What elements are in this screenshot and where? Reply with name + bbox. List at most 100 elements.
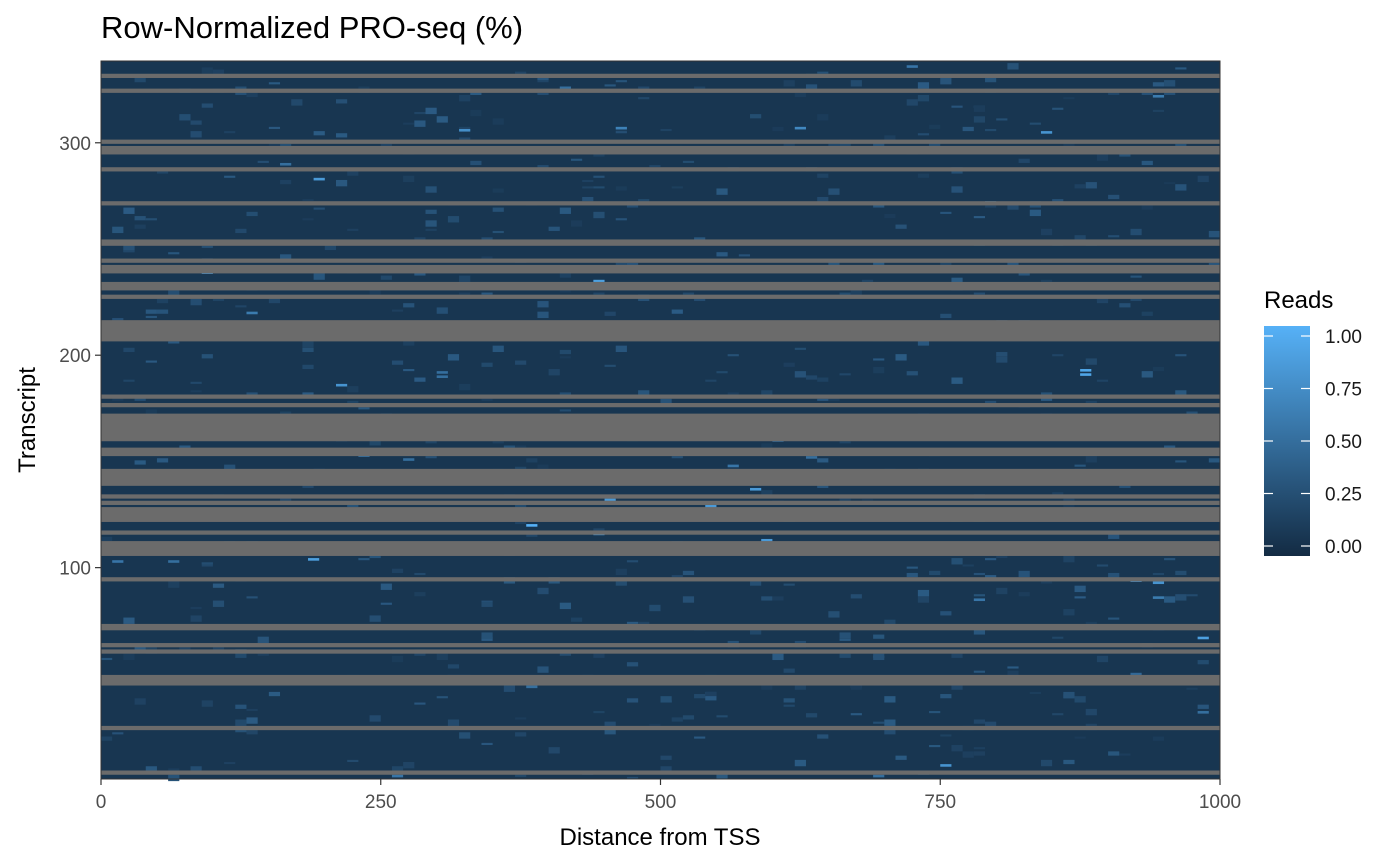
heatmap-cell [481,600,493,603]
heatmap-cell [492,207,504,212]
heatmap-highlight-cell [1197,711,1209,714]
heatmap-cell [459,275,471,282]
heatmap-cell [761,596,773,601]
heatmap-cell [503,685,516,692]
heatmap-cell [660,128,672,132]
heatmap-highlight-cell [1130,672,1142,676]
heatmap-cell [917,339,930,346]
heatmap-cell [794,759,806,767]
heatmap-highlight-cell [805,456,818,459]
heatmap-cell [414,377,426,382]
heatmap-cell [1074,235,1086,240]
chart-title: Row-Normalized PRO-seq (%) [101,10,524,45]
heatmap-cell [1141,203,1153,210]
heatmap-cell [626,662,639,667]
heatmap-cell [582,179,594,183]
heatmap-cell [996,587,1008,595]
heatmap-cell [268,82,281,85]
heatmap-cell [794,347,806,350]
heatmap-cell [447,354,460,361]
heatmap-cell [582,186,594,189]
heatmap-cell [134,224,146,229]
heatmap-cell [268,691,281,697]
heatmap-cell [302,218,314,221]
heatmap-cell [414,120,426,127]
heatmap-cell [481,742,493,746]
legend: Reads 0.00 0.25 0.50 0.75 1.00 [1264,287,1362,558]
heatmap-cell [302,199,314,202]
legend-ticks: 0.00 0.25 0.50 0.75 1.00 [1264,327,1362,558]
heatmap-cell [358,407,370,410]
na-row-band [101,320,1220,342]
heatmap-cell [917,173,930,178]
heatmap-cell [246,596,258,599]
heatmap-cell [1085,456,1097,463]
heatmap-cell [156,298,169,304]
heatmap-cell [559,207,571,214]
heatmap-cell [940,734,952,737]
heatmap-cell [604,84,616,87]
heatmap-cell [201,67,213,74]
heatmap-cell [660,766,672,773]
heatmap-cell [246,392,258,395]
heatmap-cell [235,651,247,658]
heatmap-cell [817,71,829,74]
legend-title: Reads [1264,287,1333,314]
heatmap-cell [347,759,359,763]
na-row-band [101,294,1220,299]
heatmap-cell [1040,392,1053,395]
heatmap-cell [235,228,247,234]
heatmap-cell [537,587,549,595]
heatmap-cell [615,186,627,191]
na-row-band [101,649,1220,654]
heatmap-cell [593,651,605,658]
heatmap-cell [134,216,146,221]
heatmap-cell [817,398,829,401]
heatmap-highlight-cell [593,279,605,283]
x-axis-title: Distance from TSS [560,824,761,851]
heatmap-cell [1175,67,1187,70]
heatmap-cell [1063,759,1075,765]
heatmap-cell [257,636,269,644]
heatmap-cell [1007,203,1019,210]
heatmap-cell [1029,691,1041,695]
heatmap-cell [783,80,795,87]
heatmap-cell [548,747,560,754]
heatmap-cell [705,691,717,697]
na-row-band [101,403,1220,408]
heatmap-cell [145,409,157,416]
heatmap-cell [391,766,404,771]
heatmap-cell [1119,753,1131,756]
heatmap-cell [985,75,997,83]
heatmap-cell [526,458,538,463]
heatmap-cell [895,224,907,229]
heatmap-cell [839,638,851,641]
heatmap-cell [828,143,840,146]
heatmap-cell [873,653,885,661]
heatmap-cell [593,186,605,189]
heatmap-cell [179,114,191,121]
heatmap-cell [1007,260,1019,268]
heatmap-cell [996,352,1008,357]
heatmap-cell [302,347,314,353]
heatmap-cell [783,583,795,586]
na-row-band [101,494,1220,499]
heatmap-cell [985,128,997,132]
heatmap-cell [369,288,381,295]
heatmap-cell [750,581,762,586]
heatmap-cell [548,226,560,231]
heatmap-cell [1063,502,1075,510]
heatmap-cell [1164,558,1176,561]
heatmap-highlight-cell [1197,636,1209,640]
heatmap-cell [403,175,415,183]
heatmap-cell [156,458,169,463]
heatmap-cell [817,734,829,739]
heatmap-cell [973,751,986,756]
heatmap-cell [537,301,549,308]
heatmap-cell [201,103,213,108]
heatmap-cell [839,373,851,376]
heatmap-cell [1096,564,1109,567]
heatmap-cell [101,657,113,661]
heatmap-cell [615,581,627,586]
